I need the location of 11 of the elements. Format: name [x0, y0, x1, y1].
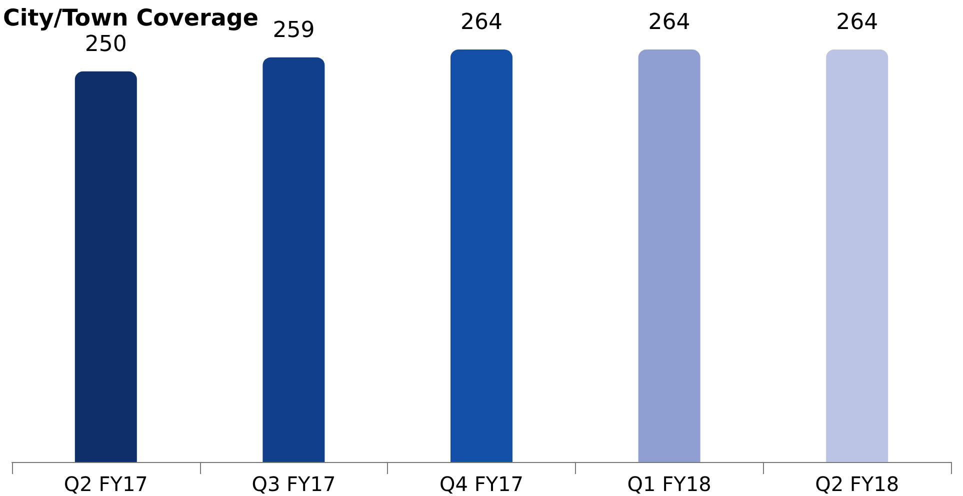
chart-title: City/Town Coverage	[3, 6, 258, 32]
x-tick-label: Q2 FY18	[815, 472, 900, 496]
x-tick-label: Q1 FY18	[627, 472, 712, 496]
data-label: 259	[272, 18, 315, 43]
data-label: 264	[648, 10, 690, 35]
data-label: 264	[460, 10, 502, 35]
x-tick-label: Q4 FY17	[440, 472, 524, 496]
x-tick-label: Q2 FY17	[64, 472, 148, 496]
x-tick-label: Q3 FY17	[252, 472, 336, 496]
data-label: 264	[836, 10, 878, 35]
data-label: 250	[84, 32, 127, 57]
